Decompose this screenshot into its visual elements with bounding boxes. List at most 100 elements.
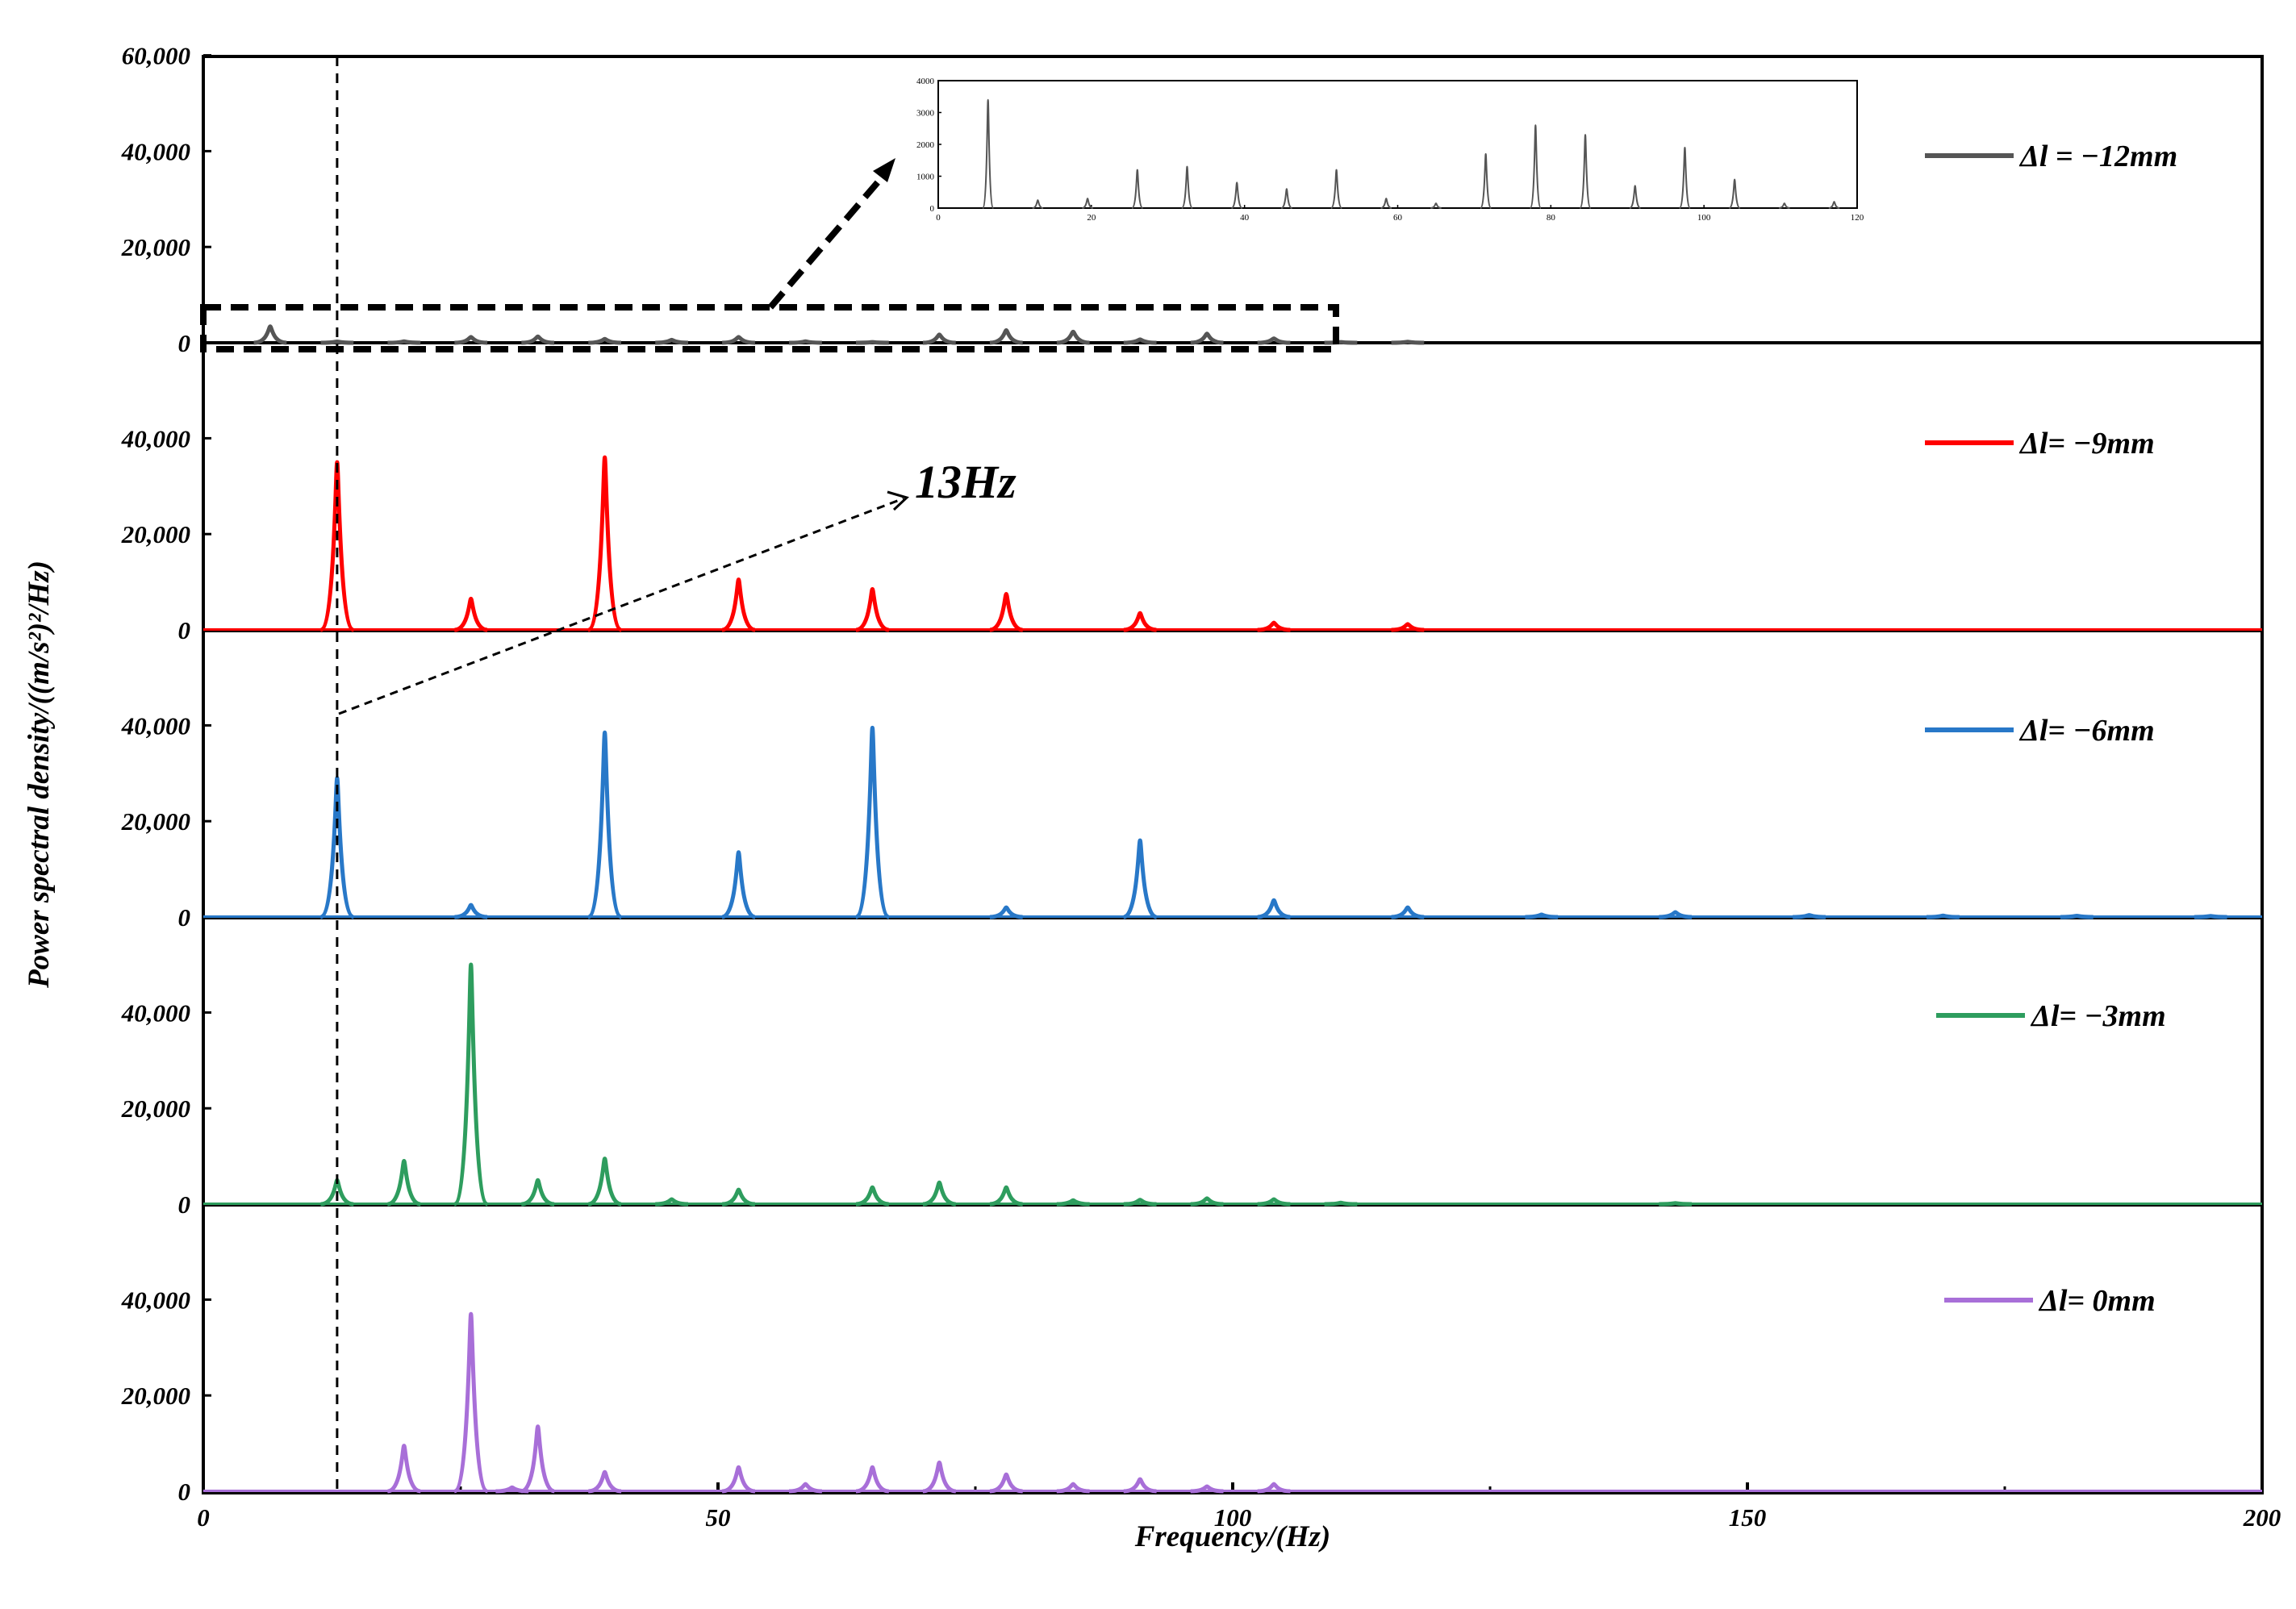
spectrum-peak bbox=[1324, 340, 1358, 345]
inset-peak bbox=[1678, 146, 1692, 209]
y-tick-label: 40,000 bbox=[121, 711, 190, 740]
inset-peak bbox=[1480, 152, 1492, 209]
annotation-arrow-head bbox=[887, 490, 909, 511]
inset-chart: 0 20 40 60 80 100 120 0 1000 2000 3000 4000 bbox=[916, 77, 1864, 223]
annotation-13hz: 13Hz bbox=[915, 456, 1017, 508]
inset-peak bbox=[1579, 134, 1592, 209]
spectrum-peak bbox=[1257, 1197, 1291, 1207]
zoom-arrow-head bbox=[873, 158, 895, 182]
inset-y-tick-label: 3000 bbox=[916, 109, 935, 119]
zoom-arrow bbox=[767, 169, 891, 310]
inset-x-tick-label: 100 bbox=[1697, 213, 1711, 223]
legend-label: Δl = −12mm bbox=[2018, 140, 2177, 173]
inset-x-tick-label: 80 bbox=[1547, 213, 1556, 223]
spectrum-peak bbox=[1257, 1482, 1291, 1494]
inset-peak bbox=[1430, 202, 1442, 209]
y-axis-label: Power spectral density/((m/s²)²/Hz) bbox=[23, 561, 56, 989]
inset-peak bbox=[1180, 165, 1194, 209]
spectrum-peak bbox=[922, 332, 956, 345]
spectrum-peak bbox=[1525, 912, 1559, 919]
legend-label: Δl= −3mm bbox=[2030, 999, 2166, 1033]
x-tick-label: 0 bbox=[197, 1503, 210, 1532]
spectrum-peak bbox=[520, 1178, 555, 1207]
spectrum-peak bbox=[1190, 1196, 1224, 1207]
spectrum-peak bbox=[2194, 914, 2227, 919]
spectrum-peak bbox=[855, 1465, 890, 1494]
spectrum-peak bbox=[319, 460, 356, 632]
inset-x-tick-label: 40 bbox=[1240, 213, 1250, 223]
spectrum-peak bbox=[586, 455, 624, 632]
spectrum-peak bbox=[855, 340, 889, 345]
spectrum-peak bbox=[454, 902, 488, 919]
spectrum-peak bbox=[1659, 910, 1693, 919]
inset-peak bbox=[1529, 124, 1542, 209]
spectrum-peak bbox=[319, 776, 355, 919]
spectrum-peak bbox=[452, 962, 490, 1207]
y-tick-label: 0 bbox=[178, 903, 191, 932]
spectrum-peak bbox=[989, 905, 1023, 919]
spectrum-peak bbox=[1391, 622, 1425, 632]
inset-peak bbox=[1380, 198, 1392, 209]
y-tick-label: 20,000 bbox=[121, 520, 190, 548]
spectrum-peak bbox=[387, 339, 421, 345]
inset-peak bbox=[1728, 178, 1741, 209]
y-tick-label: 0 bbox=[178, 1478, 191, 1506]
inset-x-tick-label: 60 bbox=[1393, 213, 1403, 223]
spectrum-peak bbox=[655, 337, 689, 345]
x-tick-label: 200 bbox=[2243, 1503, 2281, 1532]
inset-y-tick-label: 0 bbox=[930, 204, 935, 214]
spectrum-peak bbox=[854, 725, 891, 919]
spectrum-peak bbox=[588, 336, 622, 345]
spectrum-peak bbox=[454, 335, 488, 345]
inset-peak bbox=[1828, 201, 1840, 209]
x-axis-label: Frequency/(Hz) bbox=[1134, 1520, 1331, 1553]
spectrum-peak bbox=[1391, 340, 1425, 345]
inset-peak bbox=[1082, 198, 1093, 209]
spectrum-peak bbox=[1123, 1477, 1157, 1494]
spectrum-peak bbox=[1324, 1200, 1358, 1207]
panels: 0 20,000 40,000 60,000 0 20,000 40,000 0 20,000 4… bbox=[121, 42, 2262, 1506]
inset-peak bbox=[1280, 188, 1292, 209]
plot-frame bbox=[202, 55, 2264, 1494]
panel-4: 0 20,000 40,000 bbox=[121, 1286, 2262, 1506]
spectrum-peak bbox=[1257, 620, 1291, 632]
spectrum-peak bbox=[452, 1311, 490, 1494]
y-tick-label: 20,000 bbox=[121, 1382, 190, 1410]
inset-peak bbox=[1779, 202, 1790, 209]
inset-peak bbox=[1629, 185, 1641, 209]
y-tick-label: 40,000 bbox=[121, 998, 190, 1027]
spectrum-peak bbox=[721, 850, 756, 919]
spectrum-peak bbox=[386, 1444, 422, 1494]
spectrum-peak bbox=[1123, 1198, 1157, 1207]
x-tick-label: 100 bbox=[1214, 1503, 1252, 1532]
spectrum-peak bbox=[1123, 611, 1157, 632]
spectrum-peak bbox=[1190, 1484, 1224, 1494]
inset-y-tick-label: 2000 bbox=[916, 140, 935, 150]
spectrum-peak bbox=[1056, 1198, 1090, 1207]
spectrum-peak bbox=[722, 335, 756, 345]
spectrum-peak bbox=[495, 1485, 529, 1494]
y-tick-label: 60,000 bbox=[122, 42, 190, 70]
y-tick-label: 40,000 bbox=[121, 1286, 190, 1314]
spectrum-peak bbox=[586, 730, 624, 919]
spectrum-peak bbox=[320, 340, 354, 345]
x-tick-label: 150 bbox=[1729, 1503, 1767, 1532]
spectrum-peak bbox=[521, 334, 555, 345]
spectrum-peak bbox=[1659, 1201, 1693, 1207]
spectrum-peak bbox=[989, 1185, 1024, 1207]
zoom-highlight-box bbox=[200, 304, 1339, 352]
spectrum-peak bbox=[2060, 914, 2094, 919]
spectrum-peak bbox=[788, 1482, 822, 1494]
spectrum-peak bbox=[855, 587, 890, 632]
inset-frame bbox=[937, 80, 1858, 209]
spectrum-peak bbox=[922, 1180, 957, 1207]
legend-label: Δl= 0mm bbox=[2038, 1284, 2156, 1318]
spectrum-peak bbox=[1056, 329, 1090, 345]
legend: Δl = −12mm Δl= −9mm Δl= −6mm Δl= −3mm Δl= 0m… bbox=[1925, 140, 2177, 1318]
inset-peak bbox=[1230, 181, 1243, 209]
y-tick-label: 40,000 bbox=[121, 424, 190, 452]
inset-peak bbox=[1330, 169, 1343, 209]
legend-label: Δl= −9mm bbox=[2018, 427, 2155, 461]
spectrum-peak bbox=[520, 1424, 556, 1494]
